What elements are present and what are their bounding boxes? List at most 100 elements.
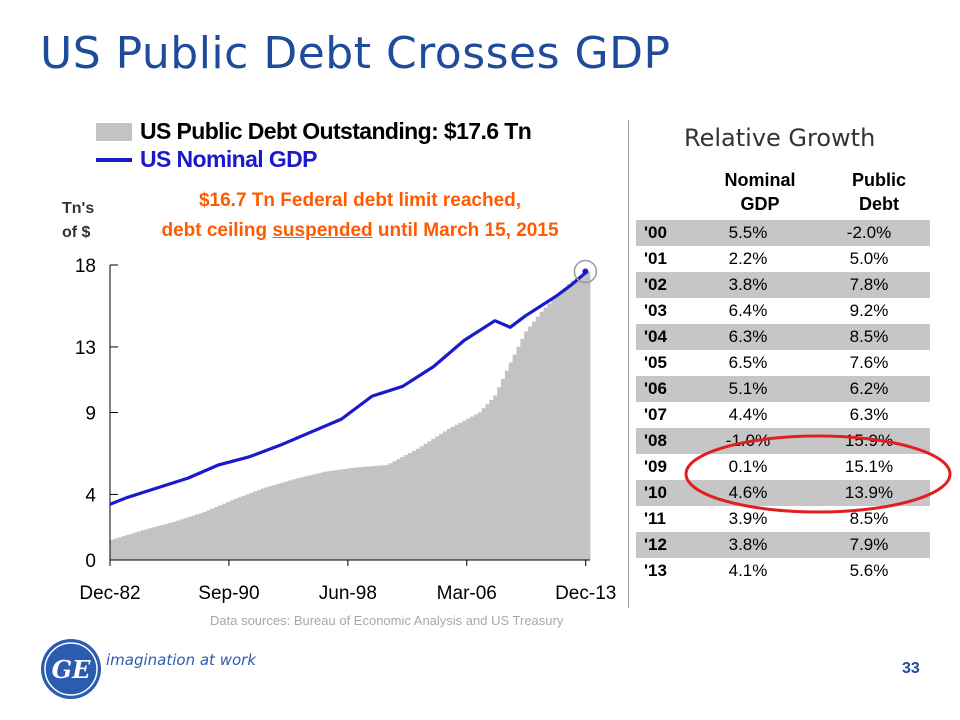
debt-bar bbox=[319, 472, 324, 560]
debt-bar bbox=[446, 428, 452, 560]
debt-bar bbox=[504, 370, 510, 560]
debt-bar bbox=[315, 473, 320, 560]
y-tick-label: 18 bbox=[75, 256, 96, 277]
row-gdp-growth: 6.4% bbox=[728, 301, 768, 320]
debt-bar bbox=[110, 539, 115, 560]
debt-bar bbox=[342, 469, 347, 560]
row-debt-growth: 7.8% bbox=[849, 275, 889, 294]
row-debt-growth: 6.2% bbox=[849, 379, 889, 398]
row-gdp-growth: 4.4% bbox=[728, 405, 768, 424]
debt-bar bbox=[218, 505, 223, 560]
row-debt-growth: -2.0% bbox=[846, 223, 892, 242]
debt-bar bbox=[419, 446, 424, 560]
debt-bar bbox=[350, 468, 355, 560]
debt-bar bbox=[284, 481, 289, 560]
row-debt-growth: 6.3% bbox=[849, 405, 889, 424]
row-gdp-growth: 5.1% bbox=[728, 379, 768, 398]
row-year: '11 bbox=[644, 509, 667, 528]
debt-bar bbox=[439, 433, 444, 560]
debt-bar bbox=[423, 443, 428, 560]
table-row: '11 3.9% 8.5% bbox=[636, 506, 930, 532]
debt-bar bbox=[346, 468, 351, 560]
debt-bar bbox=[380, 465, 386, 560]
debt-bar bbox=[156, 526, 161, 560]
debt-bar bbox=[458, 422, 463, 560]
debt-bar bbox=[562, 287, 568, 560]
row-gdp-growth: -1.0% bbox=[725, 431, 771, 450]
debt-bar bbox=[454, 424, 459, 560]
row-gdp-growth: 3.8% bbox=[728, 275, 768, 294]
debt-bar bbox=[175, 520, 181, 560]
debt-bar bbox=[249, 492, 254, 560]
legend-item-debt: US Public Debt Outstanding: $17.6 Tn bbox=[96, 118, 532, 145]
table-row: '13 4.1% 5.6% bbox=[636, 558, 930, 584]
table-row: '08 -1.0% 15.9% bbox=[636, 428, 930, 454]
debt-bar bbox=[539, 311, 544, 560]
debt-bar bbox=[485, 404, 490, 560]
debt-bar bbox=[338, 469, 343, 560]
ge-logo: GE bbox=[41, 639, 101, 699]
debt-bar bbox=[199, 513, 204, 560]
debt-bar bbox=[260, 488, 266, 560]
debt-bar bbox=[137, 531, 142, 560]
x-tick-label: Jun-98 bbox=[319, 583, 377, 604]
annotation-text-underlined: suspended bbox=[272, 220, 373, 241]
debt-bar bbox=[195, 514, 200, 560]
legend-swatch-bar bbox=[96, 122, 132, 141]
logo-tagline: imagination at work bbox=[106, 651, 256, 669]
col-head-public-debt: Public Debt bbox=[818, 168, 940, 216]
table-row: '02 3.8% 7.8% bbox=[636, 272, 930, 298]
debt-bar bbox=[168, 523, 173, 560]
legend-label-debt: US Public Debt Outstanding: $17.6 Tn bbox=[140, 118, 532, 144]
table-row: '12 3.8% 7.9% bbox=[636, 532, 930, 558]
row-year: '05 bbox=[644, 353, 667, 372]
y-axis-label-line-2: of $ bbox=[62, 224, 91, 241]
row-debt-growth: 15.1% bbox=[844, 457, 894, 476]
debt-bar bbox=[404, 454, 409, 560]
row-gdp-growth: 5.5% bbox=[728, 223, 768, 242]
debt-bar bbox=[415, 448, 421, 560]
debt-bar bbox=[582, 273, 587, 560]
debt-bar bbox=[411, 450, 417, 560]
col-head-nominal-gdp: Nominal GDP bbox=[700, 168, 820, 216]
debt-bar bbox=[520, 338, 525, 560]
debt-bar bbox=[408, 452, 413, 560]
debt-bar bbox=[392, 461, 397, 560]
debt-bar bbox=[140, 530, 146, 560]
debt-bar bbox=[574, 278, 579, 560]
debt-bar bbox=[113, 538, 119, 560]
row-debt-growth: 8.5% bbox=[849, 327, 889, 346]
debt-bar bbox=[578, 275, 583, 560]
table-row: '05 6.5% 7.6% bbox=[636, 350, 930, 376]
slide-title: US Public Debt Crosses GDP bbox=[40, 28, 671, 79]
row-year: '12 bbox=[644, 535, 667, 554]
row-year: '09 bbox=[644, 457, 667, 476]
ge-logo-ring bbox=[44, 642, 98, 696]
growth-table: '00 5.5% -2.0% '01 2.2% 5.0% '02 3.8% 7.8% '03 6.4… bbox=[636, 220, 930, 584]
debt-bar bbox=[303, 476, 308, 560]
debt-bar bbox=[400, 457, 405, 560]
table-row: '03 6.4% 9.2% bbox=[636, 298, 930, 324]
debt-bar bbox=[462, 420, 467, 560]
table-row: '01 2.2% 5.0% bbox=[636, 246, 930, 272]
row-debt-growth: 7.9% bbox=[849, 535, 889, 554]
row-debt-growth: 5.0% bbox=[849, 249, 889, 268]
debt-bar bbox=[307, 475, 312, 560]
debt-bar bbox=[288, 480, 293, 560]
y-tick-label: 4 bbox=[85, 485, 96, 506]
annotation-text-post: until March 15, 2015 bbox=[372, 220, 559, 241]
debt-bar bbox=[160, 525, 165, 560]
debt-bar bbox=[369, 466, 374, 560]
debt-gdp-chart: 0 4 9 13 18 Dec-82 Sep-90 Jun-98 Mar-06 Dec-13 bbox=[75, 256, 616, 604]
row-year: '00 bbox=[644, 223, 667, 242]
debt-bar bbox=[512, 354, 517, 560]
legend-swatch-line bbox=[96, 157, 132, 162]
table-row: '06 5.1% 6.2% bbox=[636, 376, 930, 402]
debt-bar bbox=[357, 467, 363, 560]
debt-bar bbox=[144, 529, 150, 560]
ge-logo-disc bbox=[41, 639, 101, 699]
annotation-text-pre: debt ceiling bbox=[161, 220, 273, 241]
y-tick-label: 0 bbox=[85, 551, 96, 572]
column-divider bbox=[628, 120, 629, 608]
row-year: '04 bbox=[644, 327, 667, 346]
